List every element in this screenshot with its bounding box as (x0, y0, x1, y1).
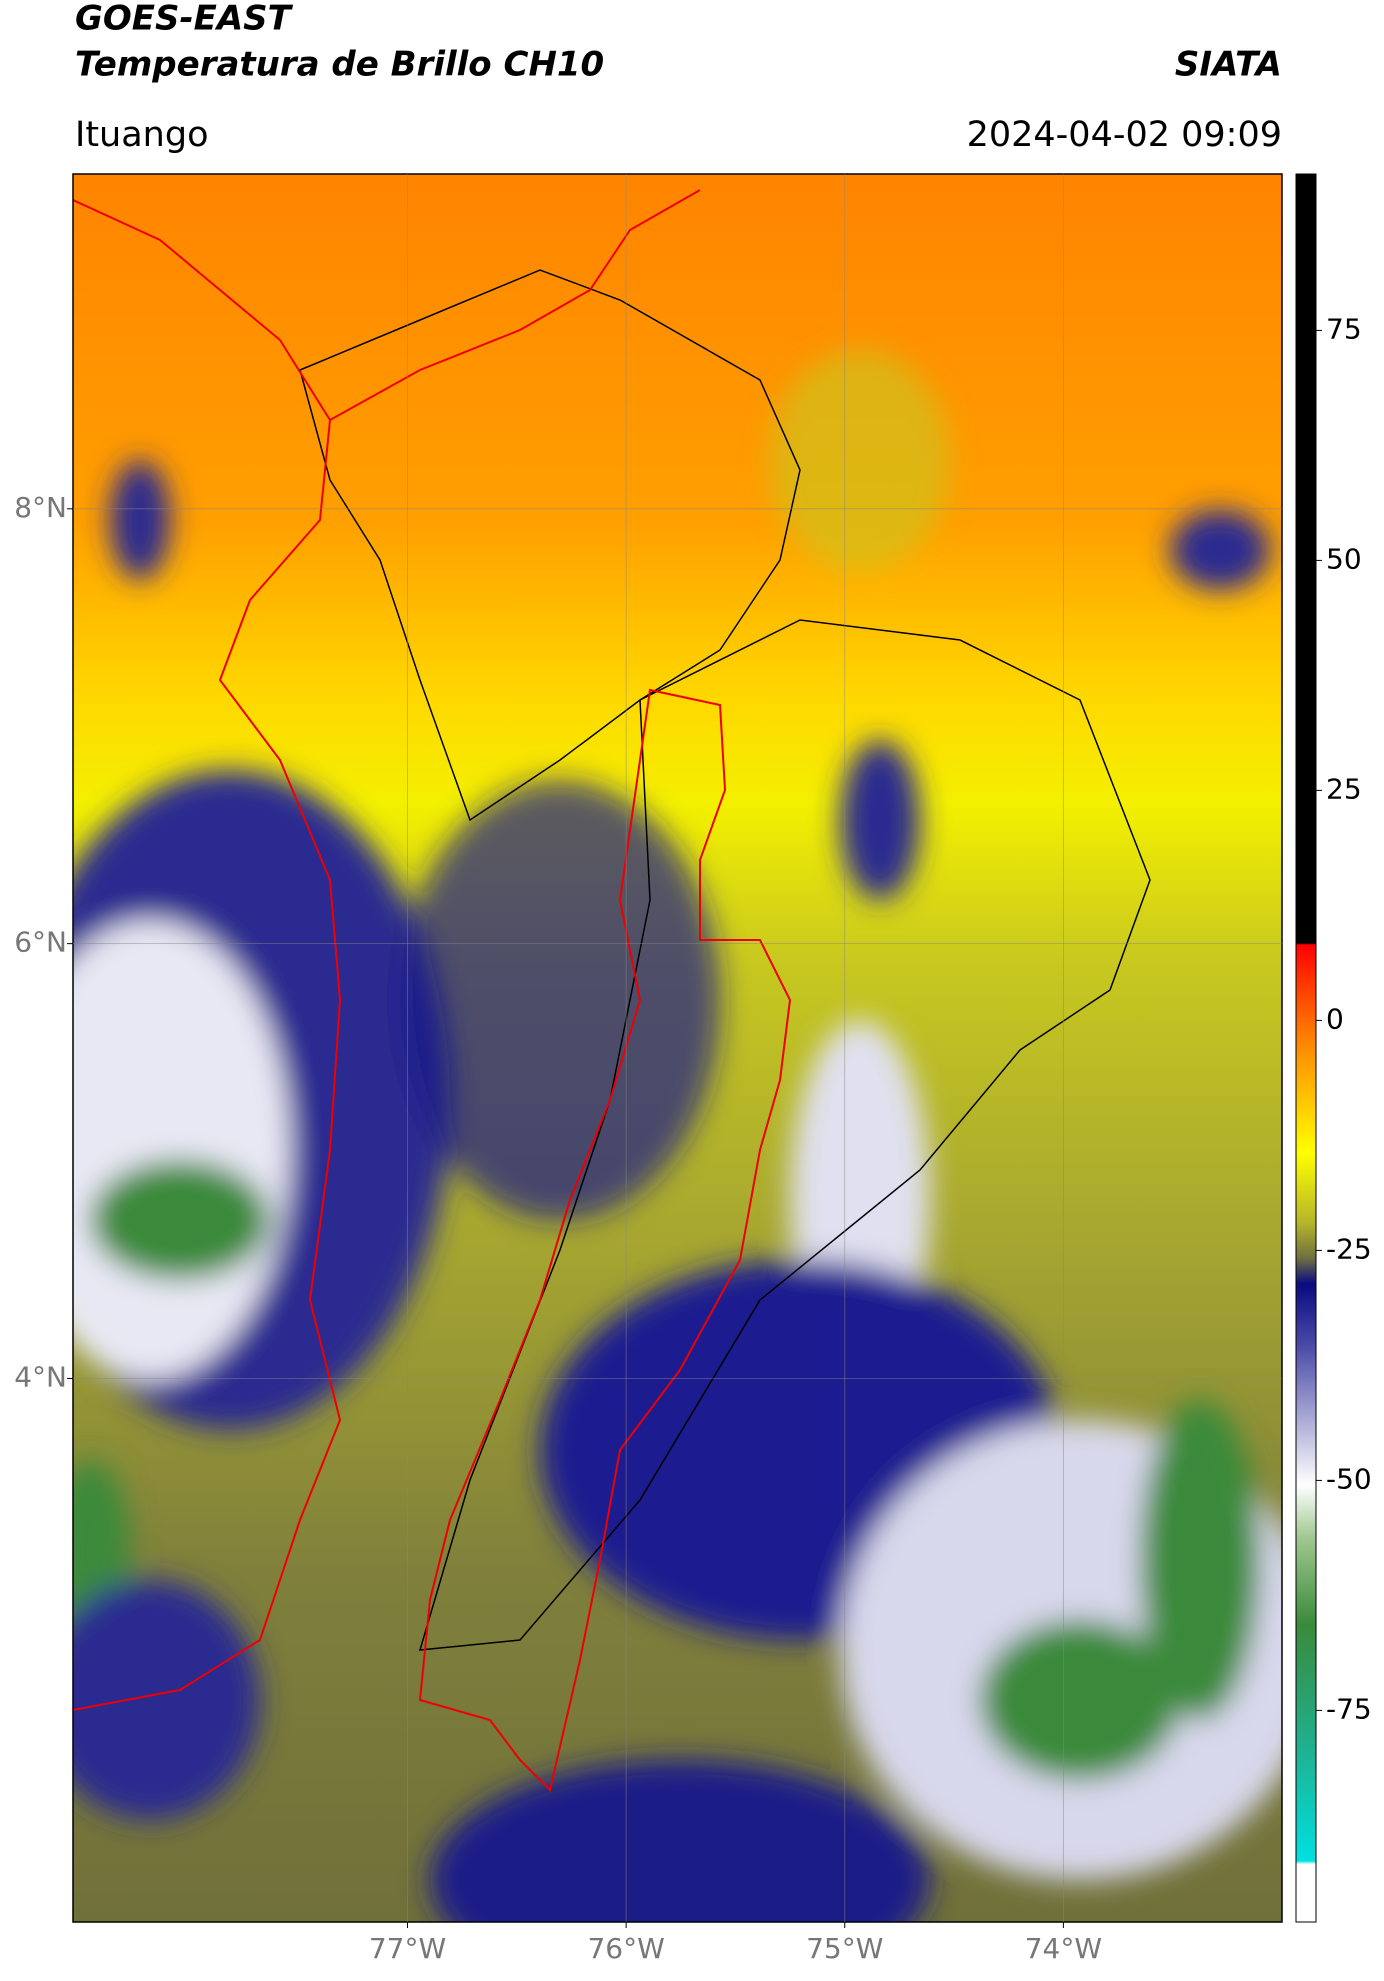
lon-tick-label: 75°W (806, 1932, 883, 1965)
colorbar-tick-label: 75 (1326, 312, 1362, 345)
subtitle: Temperatura de Brillo CH10 (75, 45, 604, 85)
map-frame (72, 173, 1283, 1923)
location: Ituango (75, 115, 209, 155)
colorbar-tick-label: 50 (1326, 542, 1362, 575)
colorbar-tick-label: -50 (1326, 1462, 1372, 1495)
lon-tick-label: 76°W (587, 1932, 664, 1965)
colorbar (1295, 173, 1317, 1923)
lat-tick-label: 6°N (14, 926, 67, 959)
lat-tick-label: 4°N (14, 1360, 67, 1393)
lon-tick-label: 77°W (369, 1932, 446, 1965)
datetime: 2024-04-02 09:09 (967, 115, 1282, 155)
colorbar-tick-label: 25 (1326, 772, 1362, 805)
map-image (73, 174, 1282, 1922)
colorbar-tick-label: 0 (1326, 1002, 1344, 1035)
colorbar-tick-label: -25 (1326, 1232, 1372, 1265)
title: GOES-EAST (75, 0, 294, 39)
lon-tick-label: 74°W (1025, 1932, 1102, 1965)
source: SIATA (1175, 45, 1282, 85)
colorbar-tick-label: -75 (1326, 1692, 1372, 1725)
lat-tick-label: 8°N (14, 491, 67, 524)
